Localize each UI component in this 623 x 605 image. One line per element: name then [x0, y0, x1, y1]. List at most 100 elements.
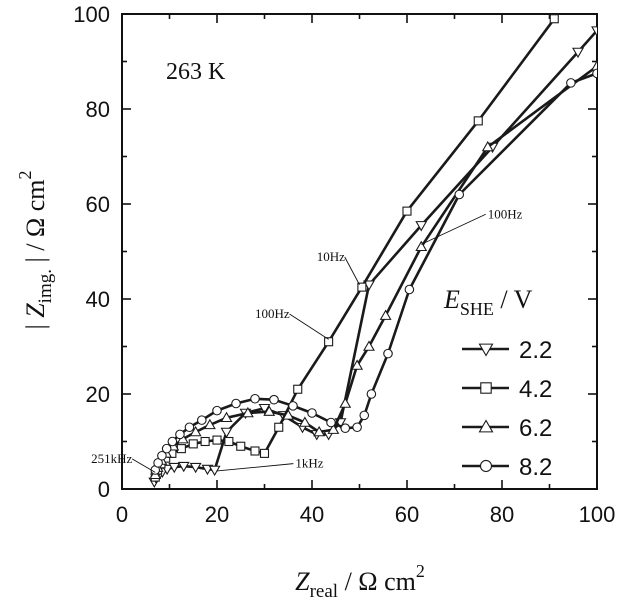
- data-point: [189, 462, 202, 474]
- x-axis-unit: / Ω cm: [338, 567, 416, 596]
- data-point: [224, 436, 234, 447]
- annotation-leader: [289, 313, 329, 340]
- data-point: [298, 416, 311, 427]
- legend-marker: [480, 382, 492, 394]
- data-point: [327, 423, 340, 434]
- legend-marker: [479, 459, 493, 473]
- data-point: [415, 240, 428, 252]
- y-axis-symbol: Z: [21, 303, 50, 318]
- y-tick-label: 0: [98, 477, 110, 502]
- legend-label: 4.2: [519, 376, 552, 403]
- data-point: [402, 206, 412, 216]
- data-point: [415, 221, 428, 232]
- data-point: [324, 337, 334, 347]
- frequency-annotation: 1kHz: [216, 456, 324, 472]
- plot-frame: [121, 13, 598, 490]
- data-point: [212, 405, 222, 416]
- annotation-label: 251kHz: [91, 451, 132, 466]
- legend-entry: 4.2: [462, 376, 552, 403]
- x-axis-title: Zreal / Ω cm2: [295, 561, 425, 602]
- y-tick-label: 60: [86, 192, 110, 217]
- data-point: [363, 280, 375, 291]
- x-tick-labels: 0 20 40 60 80 100: [116, 502, 615, 527]
- x-tick-label: 100: [579, 502, 616, 527]
- data-point: [326, 417, 336, 428]
- data-point: [351, 359, 364, 370]
- legend-title-sub: SHE: [460, 299, 494, 319]
- data-point: [236, 441, 246, 451]
- x-axis-sup: 2: [416, 561, 425, 581]
- data-point: [220, 411, 233, 423]
- data-point: [307, 408, 317, 418]
- x-tick-label: 60: [395, 502, 419, 527]
- data-point: [549, 14, 559, 24]
- y-tick-label: 20: [86, 382, 110, 407]
- data-point: [591, 26, 597, 37]
- data-point: [592, 68, 597, 79]
- legend-entry: 2.2: [462, 337, 552, 364]
- x-tick-label: 20: [205, 502, 229, 527]
- y-tick-label: 80: [86, 97, 110, 122]
- data-point: [176, 444, 186, 454]
- y-tick-label: 100: [73, 2, 110, 27]
- data-point: [357, 282, 367, 292]
- annotation-leader: [421, 213, 486, 245]
- annotation-leader: [344, 256, 360, 285]
- data-point: [313, 425, 326, 437]
- legend-label: 2.2: [519, 337, 552, 364]
- data-point: [212, 435, 222, 445]
- legend-marker: [478, 343, 494, 357]
- data-point: [167, 436, 178, 447]
- y-axis-unit: | / Ω cm: [21, 179, 50, 269]
- annotation-label: 100Hz: [255, 306, 290, 321]
- data-point: [282, 409, 295, 420]
- x-axis-sub: real: [310, 581, 338, 602]
- y-tick-labels: 0 20 40 60 80 100: [73, 2, 110, 502]
- data-point: [203, 418, 216, 430]
- data-point: [250, 393, 260, 404]
- frequency-annotation: 100Hz: [255, 306, 329, 340]
- data-point: [161, 443, 172, 454]
- data-point: [340, 423, 351, 434]
- x-tick-label: 40: [300, 502, 324, 527]
- x-tick-label: 80: [490, 502, 514, 527]
- legend-label: 6.2: [519, 415, 552, 442]
- data-point: [220, 427, 233, 439]
- data-point: [175, 429, 185, 440]
- frequency-annotation: 100Hz: [421, 206, 523, 245]
- data-point: [352, 422, 362, 433]
- frequency-annotation: 251kHz: [91, 451, 156, 473]
- data-point: [481, 140, 494, 152]
- data-point: [363, 340, 375, 351]
- data-point: [241, 406, 254, 418]
- data-point: [359, 410, 370, 421]
- data-point: [189, 425, 202, 437]
- data-point: [288, 401, 298, 411]
- legend-entry: 6.2: [462, 415, 552, 442]
- data-point: [366, 389, 377, 399]
- y-axis-sub: img.: [35, 269, 56, 303]
- annotation-label: 1kHz: [295, 456, 323, 471]
- data-point: [591, 60, 597, 71]
- data-point: [263, 405, 276, 416]
- data-point: [188, 439, 198, 449]
- series-layer: [148, 14, 597, 488]
- x-axis-symbol: Z: [295, 567, 310, 596]
- legend-label: 8.2: [519, 454, 552, 481]
- data-point: [454, 189, 465, 200]
- data-point: [383, 348, 393, 359]
- annotation-leader: [131, 458, 156, 473]
- data-point: [293, 384, 303, 394]
- y-axis-title: | Zimg. | / Ω cm2: [15, 170, 56, 329]
- data-point: [379, 309, 392, 320]
- frequency-annotation: 10Hz: [317, 249, 360, 285]
- data-point: [177, 461, 190, 473]
- y-tick-label: 40: [86, 287, 110, 312]
- data-point: [566, 78, 576, 88]
- legend-entries: 2.2 4.2 6.2 8.2: [462, 337, 552, 481]
- data-point: [339, 397, 352, 408]
- data-point: [197, 415, 207, 425]
- legend: ESHE / V 2.2 4.2 6.2 8.2: [443, 285, 552, 481]
- y-axis-prefix: |: [21, 318, 50, 330]
